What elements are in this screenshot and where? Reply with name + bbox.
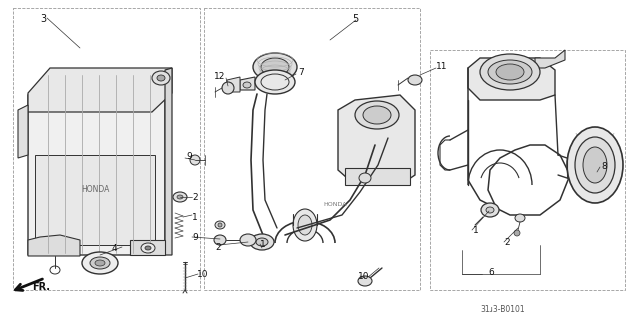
Ellipse shape (82, 252, 118, 274)
Text: 7: 7 (298, 68, 304, 77)
Ellipse shape (358, 276, 372, 286)
Polygon shape (535, 50, 565, 68)
Ellipse shape (90, 257, 110, 269)
Text: 1: 1 (473, 226, 479, 235)
Ellipse shape (250, 234, 274, 250)
Text: HONDA: HONDA (81, 186, 109, 195)
Text: 6: 6 (488, 268, 494, 277)
Ellipse shape (298, 215, 312, 235)
Ellipse shape (173, 192, 187, 202)
Ellipse shape (152, 71, 170, 85)
Text: HONDA: HONDA (323, 203, 346, 207)
Polygon shape (338, 95, 415, 185)
Ellipse shape (583, 147, 607, 183)
Ellipse shape (253, 53, 297, 81)
Text: 2: 2 (215, 243, 220, 252)
Ellipse shape (141, 243, 155, 253)
Ellipse shape (218, 223, 222, 227)
Text: 4: 4 (112, 244, 118, 253)
Polygon shape (28, 235, 80, 256)
Ellipse shape (95, 260, 105, 266)
Bar (35, 155, 155, 245)
Ellipse shape (480, 54, 540, 90)
Ellipse shape (256, 238, 268, 246)
Polygon shape (240, 77, 255, 90)
Text: 3: 3 (40, 14, 46, 24)
Polygon shape (468, 58, 555, 100)
Text: 1: 1 (260, 240, 266, 249)
Ellipse shape (515, 214, 525, 222)
Ellipse shape (486, 207, 494, 213)
Polygon shape (28, 68, 172, 112)
Polygon shape (130, 240, 165, 255)
Text: 9: 9 (192, 233, 198, 242)
Ellipse shape (488, 60, 532, 84)
Text: 5: 5 (352, 14, 358, 24)
Text: FR.: FR. (32, 282, 50, 292)
Text: 2: 2 (192, 193, 198, 202)
Ellipse shape (359, 173, 371, 183)
Text: 12: 12 (214, 72, 226, 81)
Polygon shape (227, 77, 240, 92)
Text: 8: 8 (601, 162, 607, 171)
Text: 31ɹ3-B0101: 31ɹ3-B0101 (480, 305, 525, 314)
Polygon shape (345, 168, 410, 185)
Ellipse shape (157, 75, 165, 81)
Ellipse shape (363, 106, 391, 124)
Ellipse shape (145, 246, 151, 250)
Text: 9: 9 (186, 152, 192, 161)
Polygon shape (28, 70, 165, 255)
Ellipse shape (408, 75, 422, 85)
Ellipse shape (567, 127, 623, 203)
Ellipse shape (214, 235, 226, 245)
Ellipse shape (215, 221, 225, 229)
Text: 10: 10 (197, 270, 209, 279)
Ellipse shape (355, 101, 399, 129)
Text: 10: 10 (358, 272, 370, 281)
Text: 11: 11 (436, 62, 447, 71)
Ellipse shape (293, 209, 317, 241)
Ellipse shape (261, 58, 289, 76)
Text: 2: 2 (504, 238, 510, 247)
Ellipse shape (240, 234, 256, 246)
Polygon shape (18, 105, 28, 158)
Ellipse shape (177, 195, 183, 199)
Ellipse shape (575, 137, 615, 193)
Text: 1: 1 (192, 213, 198, 222)
Ellipse shape (514, 230, 520, 236)
Ellipse shape (496, 64, 524, 80)
Polygon shape (165, 68, 172, 255)
Ellipse shape (190, 155, 200, 165)
Ellipse shape (255, 70, 295, 94)
Ellipse shape (481, 203, 499, 217)
Ellipse shape (243, 82, 251, 88)
Ellipse shape (222, 82, 234, 94)
